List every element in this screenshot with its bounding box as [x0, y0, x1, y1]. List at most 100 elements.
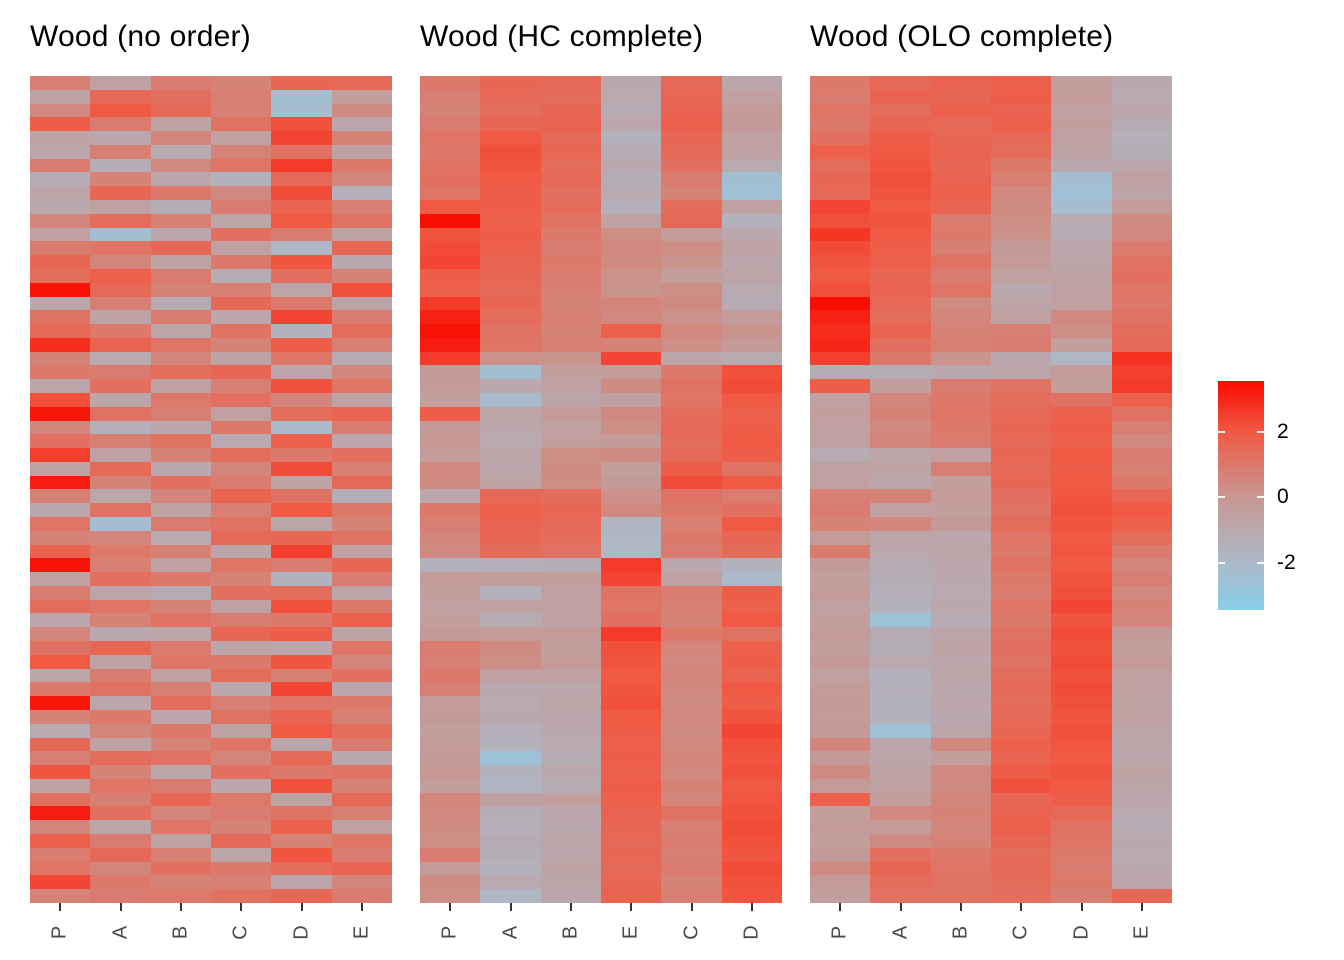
heatmap-cell [480, 379, 541, 393]
heatmap-cell [271, 268, 332, 283]
heatmap-row [420, 682, 782, 697]
heatmap-cell [600, 103, 662, 118]
heatmap-cell [420, 158, 481, 173]
heatmap-cell [1051, 434, 1112, 449]
heatmap-row [420, 833, 782, 848]
heatmap-cell [1051, 103, 1112, 118]
x-axis-tick [59, 903, 62, 911]
heatmap-cell [721, 213, 782, 228]
heatmap-cell [480, 406, 541, 421]
heatmap-cell [721, 778, 782, 793]
heatmap-cell [420, 627, 481, 642]
heatmap-row [810, 696, 1172, 710]
heatmap-cell [1051, 517, 1112, 531]
heatmap-cell [661, 461, 722, 476]
heatmap-cell [810, 434, 871, 449]
heatmap-cell [990, 751, 1052, 766]
heatmap-cell [90, 627, 151, 642]
heatmap-cell [930, 778, 991, 793]
heatmap-cell [480, 337, 541, 352]
heatmap-cell [600, 627, 662, 642]
heatmap-row [420, 76, 782, 90]
heatmap-cell [930, 544, 991, 559]
heatmap-cell [331, 406, 392, 421]
heatmap-cell [271, 434, 332, 449]
heatmap-row [30, 213, 392, 228]
heatmap-cell [930, 682, 991, 697]
heatmap-cell [210, 709, 272, 724]
heatmap-cell [480, 227, 541, 242]
heatmap-cell [480, 117, 541, 132]
heatmap-row [420, 668, 782, 683]
heatmap-cell [30, 241, 91, 256]
heatmap-cell [210, 641, 272, 655]
heatmap-cell [1111, 641, 1172, 655]
heatmap-cell [1111, 668, 1172, 683]
heatmap-cell [271, 406, 332, 421]
heatmap-cell [271, 365, 332, 380]
heatmap-cell [480, 103, 541, 118]
legend-tick-mark [1257, 561, 1264, 564]
heatmap-cell [661, 806, 722, 821]
heatmap-cell [30, 558, 91, 573]
x-axis-tick [449, 903, 452, 911]
heatmap-cell [810, 682, 871, 697]
heatmap-cell [721, 337, 782, 352]
heatmap-cell [1111, 627, 1172, 642]
heatmap-cell [1111, 558, 1172, 573]
heatmap-cell [810, 778, 871, 793]
heatmap-cell [150, 475, 211, 490]
heatmap-row [810, 296, 1172, 311]
heatmap-cell [870, 778, 931, 793]
heatmap-cell [990, 654, 1052, 669]
heatmap-cell [930, 296, 991, 311]
heatmap-cell [1111, 765, 1172, 779]
legend-tick-label: 0 [1277, 485, 1289, 509]
heatmap-cell [90, 379, 151, 393]
heatmap-cell [30, 613, 91, 628]
heatmap-cell [420, 833, 481, 848]
heatmap-cell [661, 379, 722, 393]
heatmap-cell [600, 296, 662, 311]
heatmap-row [810, 572, 1172, 586]
heatmap-row [810, 475, 1172, 490]
heatmap-cell [661, 392, 722, 407]
heatmap-cell [721, 696, 782, 710]
heatmap-cell [600, 213, 662, 228]
heatmap-cell [661, 641, 722, 655]
heatmap-cell [1051, 613, 1112, 628]
heatmap-cell [930, 227, 991, 242]
heatmap-cell [420, 696, 481, 710]
heatmap-cell [540, 572, 601, 586]
heatmap-cell [540, 503, 601, 517]
heatmap-row [30, 806, 392, 821]
heatmap-row [810, 186, 1172, 201]
heatmap-cell [721, 103, 782, 118]
heatmap-cell [30, 76, 91, 90]
heatmap-cell [1051, 544, 1112, 559]
heatmap-cell [480, 654, 541, 669]
heatmap-cell [420, 392, 481, 407]
heatmap-cell [480, 861, 541, 876]
heatmap-cell [271, 641, 332, 655]
heatmap-cell [271, 131, 332, 145]
heatmap-row [30, 847, 392, 862]
heatmap-row [30, 200, 392, 214]
heatmap-cell [331, 158, 392, 173]
heatmap-cell [990, 392, 1052, 407]
heatmap-cell [1111, 544, 1172, 559]
heatmap-cell [661, 765, 722, 779]
heatmap-cell [721, 448, 782, 462]
heatmap-cell [150, 723, 211, 738]
heatmap-cell [1051, 696, 1112, 710]
heatmap-cell [721, 172, 782, 187]
heatmap-row [810, 241, 1172, 256]
heatmap-cell [90, 489, 151, 504]
heatmap-cell [30, 227, 91, 242]
heatmap-row [30, 337, 392, 352]
heatmap-cell [331, 351, 392, 366]
heatmap-cell [150, 709, 211, 724]
heatmap-cell [661, 475, 722, 490]
heatmap-cell [721, 530, 782, 545]
heatmap-row [30, 723, 392, 738]
